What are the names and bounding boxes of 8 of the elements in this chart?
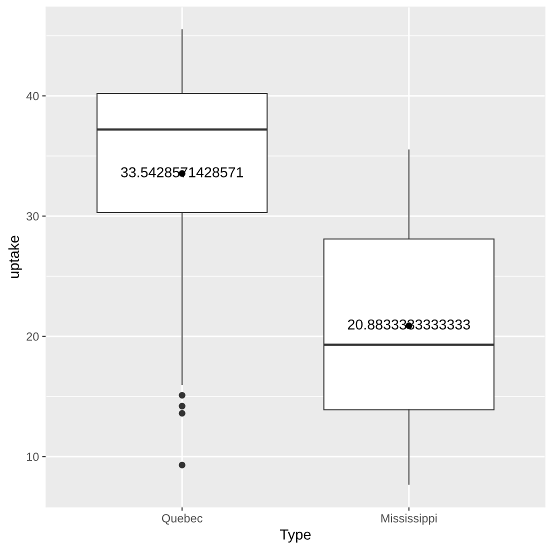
x-tick-label: Mississippi [381, 514, 437, 525]
y-tick-label: 10 [26, 452, 39, 462]
y-tick-label: 20 [26, 332, 39, 341]
x-tick-label: Quebec [162, 514, 202, 525]
y-axis-title: uptake [8, 236, 22, 278]
x-axis-title: Type [280, 530, 311, 543]
y-tick-label: 30 [26, 212, 39, 221]
y-tick-label: 40 [26, 92, 39, 100]
